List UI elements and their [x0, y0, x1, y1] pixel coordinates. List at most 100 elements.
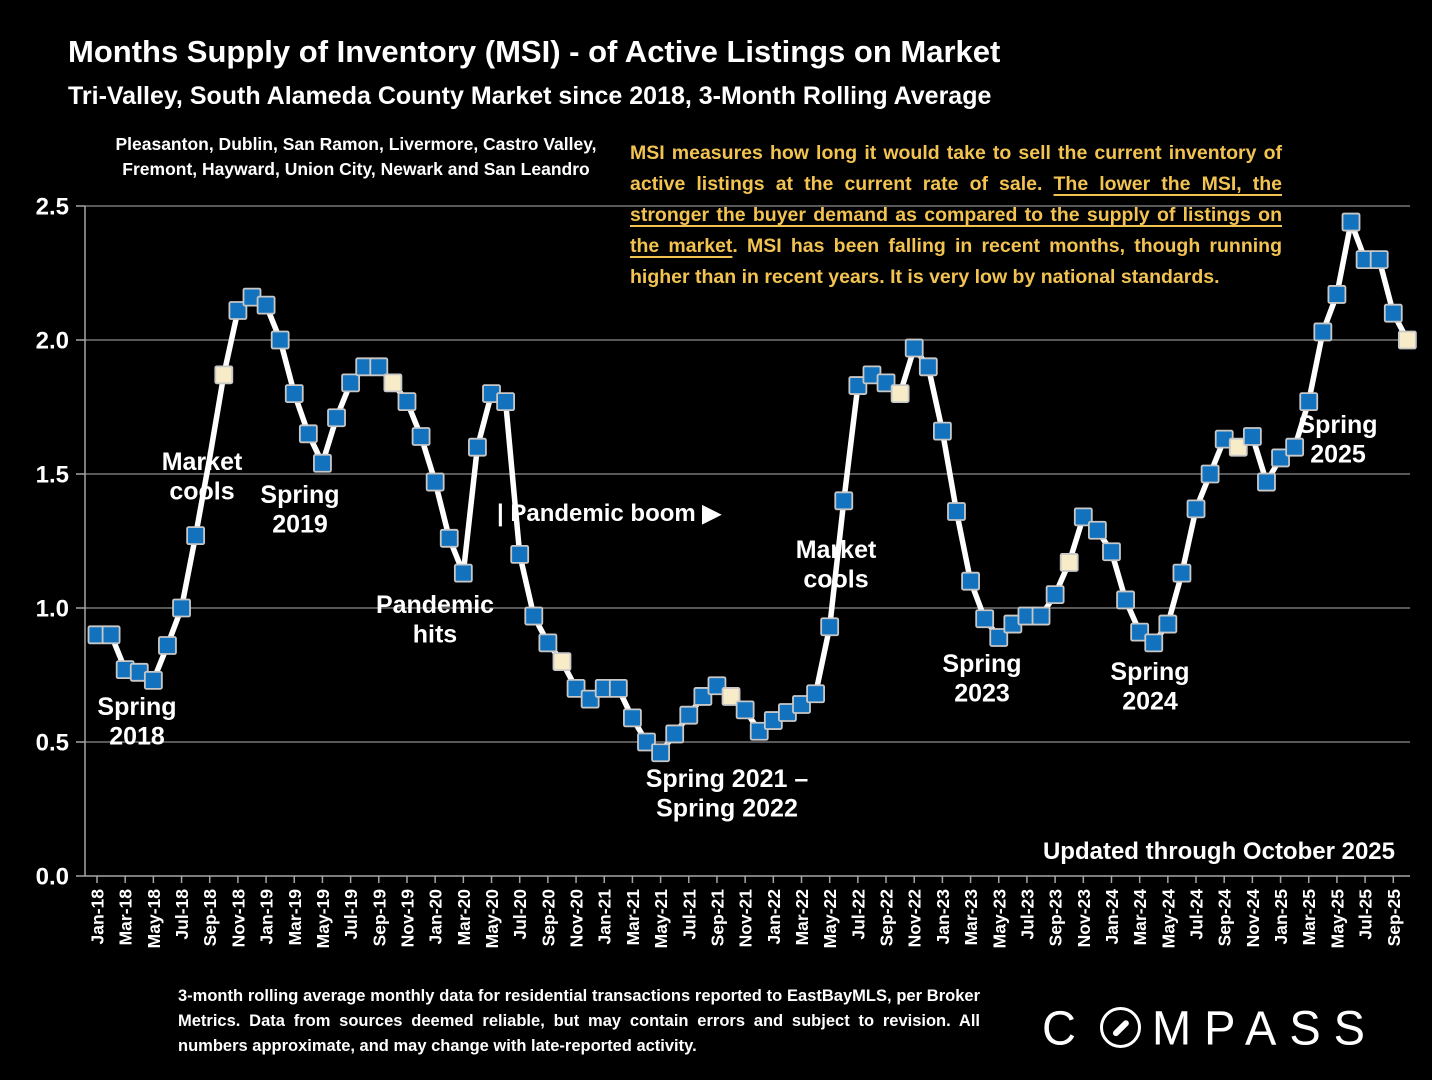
y-tick-label: 0.0 — [36, 864, 69, 891]
spring-2024-label: 2024 — [1122, 688, 1178, 716]
compass-needle-icon — [1099, 1007, 1141, 1048]
data-point-marker — [608, 679, 628, 698]
data-point-marker — [834, 491, 854, 511]
data-point-marker — [1186, 499, 1206, 519]
x-tick-label: Mar-25 — [1299, 889, 1319, 946]
spring-2021-2022-label: Spring 2021 – — [646, 765, 809, 793]
x-tick-label: May-20 — [482, 889, 502, 949]
x-tick-label: Mar-20 — [454, 889, 474, 946]
logo-letter-c: C — [1042, 1000, 1089, 1055]
data-point-marker-october — [721, 687, 741, 706]
data-point-marker — [707, 676, 727, 696]
y-tick-label: 2.5 — [36, 194, 69, 221]
x-tick-label: Jan-18 — [88, 889, 108, 945]
x-tick-label: Jul-23 — [1017, 889, 1037, 940]
data-point-marker-october — [890, 384, 910, 404]
x-tick-label: Sep-22 — [877, 889, 897, 947]
x-tick-label: Nov-22 — [905, 889, 925, 948]
data-point-marker-october — [1059, 553, 1079, 572]
data-point-marker — [1031, 606, 1051, 626]
data-point-marker — [1285, 437, 1305, 457]
data-point-marker — [101, 625, 121, 645]
y-tick-label: 1.0 — [36, 596, 69, 623]
data-point-marker — [1073, 507, 1093, 527]
data-point-marker — [524, 606, 544, 626]
x-tick-label: Jul-21 — [679, 889, 699, 940]
data-point-marker — [947, 502, 966, 521]
data-point-marker — [1299, 392, 1319, 412]
x-tick-label: May-23 — [989, 889, 1009, 949]
spring-2025-label: Spring — [1298, 411, 1377, 439]
data-point-marker — [158, 636, 177, 655]
data-point-marker — [1116, 590, 1135, 610]
commentary-post: . MSI has been falling in recent months,… — [630, 235, 1282, 288]
data-point-marker — [933, 421, 952, 441]
x-tick-label: Nov-23 — [1074, 889, 1094, 948]
data-point-marker — [1341, 212, 1361, 232]
compass-logo: C MPASS — [1042, 1000, 1378, 1055]
x-tick-label: Sep-18 — [200, 889, 220, 947]
data-point-marker — [369, 357, 389, 377]
data-point-marker — [848, 376, 868, 395]
data-point-marker — [1172, 563, 1192, 583]
data-point-marker — [1130, 622, 1150, 642]
data-point-marker — [580, 689, 600, 709]
x-tick-label: Sep-20 — [538, 889, 558, 947]
data-point-marker-october — [1228, 437, 1248, 457]
x-tick-label: Sep-19 — [369, 889, 389, 947]
data-point-marker — [510, 545, 530, 564]
data-point-marker — [989, 628, 1009, 647]
x-tick-label: May-24 — [1158, 889, 1178, 949]
data-point-marker — [439, 528, 459, 548]
x-tick-label: Jan-21 — [595, 889, 615, 945]
data-point-marker — [453, 563, 473, 583]
data-point-marker — [749, 721, 769, 741]
spring-2023-label: Spring — [942, 650, 1021, 678]
data-point-marker — [566, 679, 586, 698]
data-point-marker — [961, 571, 980, 591]
data-point-marker — [1045, 585, 1065, 604]
data-point-marker — [186, 526, 206, 546]
data-point-marker — [792, 695, 811, 714]
x-tick-label: Sep-23 — [1046, 889, 1066, 947]
data-point-marker — [820, 617, 840, 637]
spring-2018-label: 2018 — [109, 723, 165, 751]
spring-2021-2022-label: Spring 2022 — [656, 795, 798, 823]
data-point-marker-october — [552, 652, 572, 671]
region-note-line2: Fremont, Hayward, Union City, Newark and… — [122, 159, 590, 179]
data-point-marker — [637, 732, 656, 752]
data-point-marker — [341, 373, 361, 393]
x-tick-label: May-18 — [144, 889, 164, 949]
x-tick-label: Nov-18 — [228, 889, 248, 948]
spring-2019-label: Spring — [260, 481, 339, 509]
data-point-marker — [806, 684, 825, 704]
x-tick-label: Jan-22 — [764, 889, 784, 945]
pandemic-boom-label: | Pandemic boom ▶ — [497, 500, 722, 527]
x-tick-label: Mar-21 — [623, 889, 643, 946]
page-title: Months Supply of Inventory (MSI) - of Ac… — [68, 34, 1001, 69]
data-point-marker — [904, 338, 924, 358]
x-tick-label: Sep-24 — [1215, 889, 1235, 947]
data-point-marker — [918, 357, 938, 377]
logo-letters-mpass: MPASS — [1151, 1000, 1379, 1055]
data-point-marker — [327, 408, 346, 428]
commentary-pre: MSI measures how long it would take to s… — [630, 142, 1282, 195]
data-point-marker — [623, 708, 642, 728]
data-point-marker — [228, 301, 248, 320]
x-tick-label: Mar-24 — [1130, 889, 1150, 946]
data-point-marker — [693, 687, 713, 706]
x-tick-label: Jan-20 — [426, 889, 446, 945]
data-point-marker — [256, 295, 276, 315]
market-cools-2022-label: cools — [803, 566, 868, 594]
x-tick-label: Jan-25 — [1271, 889, 1291, 945]
x-tick-label: Nov-19 — [397, 889, 417, 948]
x-tick-label: May-19 — [313, 889, 333, 949]
data-point-marker — [1087, 520, 1107, 540]
spring-2019-label: 2019 — [272, 511, 328, 539]
data-point-marker — [425, 472, 445, 492]
pandemic-hits-label: hits — [413, 621, 457, 649]
page-subtitle: Tri-Valley, South Alameda County Market … — [68, 82, 992, 110]
market-cools-2022-label: Market — [796, 536, 877, 564]
data-point-marker — [1383, 303, 1403, 323]
